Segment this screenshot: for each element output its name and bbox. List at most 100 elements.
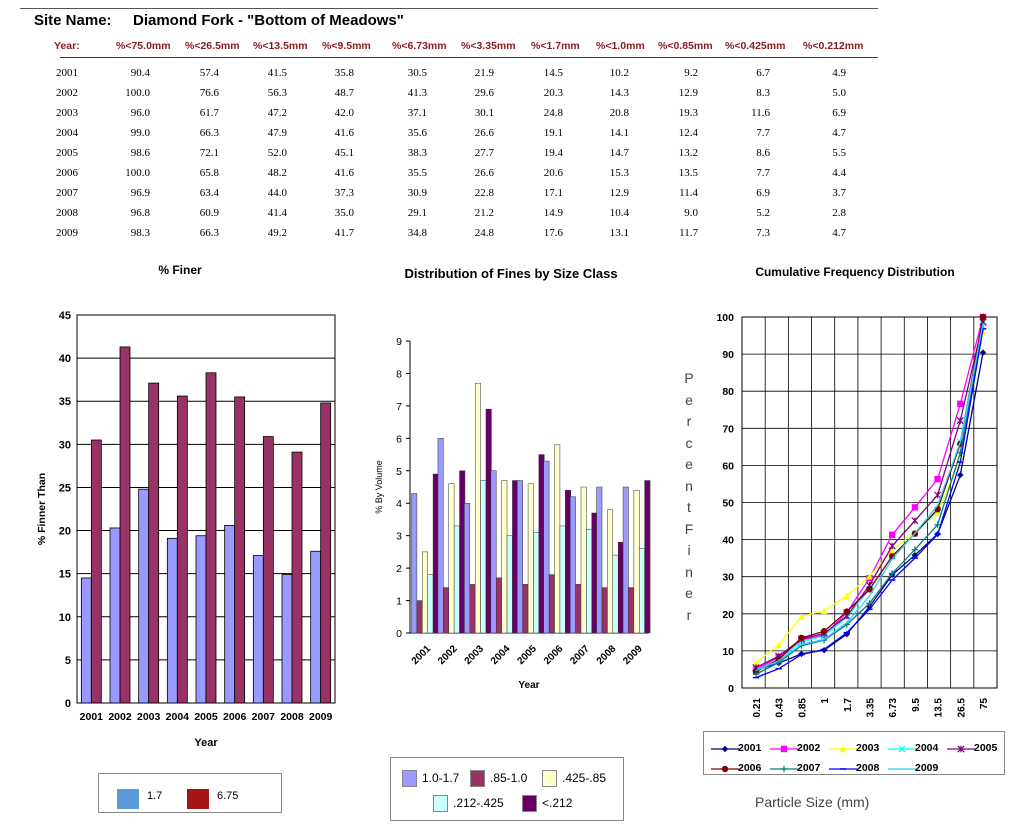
bar-series-0 (464, 502, 471, 634)
y-tick-label: 40 (59, 353, 71, 365)
series-line-2009 (755, 323, 984, 672)
table-cell: 9.2 (684, 67, 698, 79)
table-cell: 10.2 (609, 67, 629, 79)
y-tick-label: 70 (722, 423, 734, 435)
table-cell: 96.8 (130, 207, 150, 219)
legend-line-swatch (770, 745, 798, 753)
bar-series-1 (416, 600, 423, 634)
y-tick-label: 90 (722, 349, 734, 361)
bar-series-3 (612, 554, 619, 634)
top-rule (20, 8, 878, 9)
table-cell: 65.8 (199, 167, 219, 179)
table-cell: 26.6 (474, 167, 494, 179)
x-tick-label: 0.85 (797, 698, 808, 718)
table-header-cell: %<6.73mm (392, 40, 447, 52)
x-tick-label: 2006 (223, 711, 247, 723)
point-2007 (866, 600, 873, 607)
x-tick-label: 2009 (621, 643, 645, 667)
y-tick-label: 8 (396, 368, 402, 380)
table-cell: 35.8 (334, 67, 354, 79)
table-cell: 19.4 (543, 147, 563, 159)
bar-series-3 (427, 574, 434, 634)
x-tick-label: 2003 (137, 711, 161, 723)
legend-swatch (433, 795, 448, 812)
table-cell: 4.7 (832, 227, 846, 239)
y-tick-label: 25 (59, 482, 71, 494)
y-tick-label: 7 (396, 401, 402, 413)
table-cell: 2006 (56, 167, 78, 179)
x-tick-label: 26.5 (956, 698, 967, 718)
table-header-cell: %<9.5mm (322, 40, 371, 52)
x-tick-label: 75 (979, 698, 990, 710)
x-tick-label: 2009 (309, 711, 333, 723)
y-tick-label: 10 (59, 612, 71, 624)
table-cell: 96.9 (130, 187, 150, 199)
y-tick-label: 20 (59, 526, 71, 538)
legend-marker (780, 765, 788, 773)
table-cell: 2009 (56, 227, 78, 239)
bar-series-0 (622, 486, 629, 634)
table-cell: 5.0 (832, 87, 846, 99)
legend-line-swatch (888, 745, 916, 753)
point-2007 (889, 570, 896, 577)
table-header-cell: %<26.5mm (185, 40, 240, 52)
table-cell: 100.0 (125, 87, 150, 99)
x-tick-label: 2008 (280, 711, 304, 723)
y-axis-label-letter: e (685, 456, 693, 472)
bar-series-3 (480, 480, 487, 634)
legend-swatch (542, 770, 557, 787)
y-tick-label: 3 (396, 531, 402, 543)
y-axis-label: % Finner Than (36, 473, 48, 545)
bar-series-4 (538, 454, 545, 634)
y-tick-label: 30 (722, 572, 734, 584)
table-cell: 6.9 (756, 187, 770, 199)
point-2007 (911, 546, 919, 553)
table-cell: 9.0 (684, 207, 698, 219)
bar-6-75 (90, 439, 102, 704)
table-cell: 49.2 (267, 227, 287, 239)
table-cell: 60.9 (199, 207, 219, 219)
bar-series-3 (453, 525, 460, 634)
legend-label: .212-.425 (453, 796, 504, 810)
chart3-cumulative-line-chart: 0 10 20 30 40 50 60 70 80 90 100 0.21 0.43 0.85 1 1.7 3.… (716, 312, 998, 718)
legend-label: 1.0-1.7 (422, 771, 460, 785)
table-cell: 35.0 (334, 207, 354, 219)
table-cell: 7.3 (756, 227, 770, 239)
bar-series-2 (474, 382, 481, 634)
y-axis-label-letter: e (685, 585, 693, 601)
legend-marker (721, 745, 729, 753)
point-2003 (934, 509, 941, 517)
x-tick-label: 9.5 (911, 698, 922, 712)
y-tick-label: 0 (728, 683, 734, 695)
table-cell: 45.1 (334, 147, 354, 159)
y-axis-label-letter: r (686, 413, 692, 429)
bar-series-1 (628, 587, 635, 634)
table-cell: 56.3 (267, 87, 287, 99)
legend-swatch (470, 770, 485, 787)
x-tick-label: 2007 (568, 643, 592, 667)
bar-series-1 (601, 587, 608, 634)
table-cell: 98.6 (130, 147, 150, 159)
x-tick-label: 2004 (166, 711, 190, 723)
point-2003 (820, 607, 828, 615)
y-axis-label-letter: r (686, 606, 692, 623)
x-tick-label: 2002 (436, 643, 460, 667)
table-header-rule (60, 57, 878, 58)
table-cell: 2008 (56, 207, 78, 219)
table-cell: 48.7 (334, 87, 354, 99)
bar-1-7 (252, 555, 264, 704)
legend-label-1-7: 1.7 (147, 790, 163, 802)
table-cell: 7.7 (756, 127, 770, 139)
bar-1-7 (166, 537, 178, 704)
chart1-legend: 1.7 6.75 (98, 773, 282, 813)
legend-label: 2008 (856, 762, 880, 774)
y-tick-label: 6 (396, 433, 402, 445)
bar-series-3 (639, 548, 645, 634)
legend-line-swatch (829, 768, 857, 770)
y-tick-label: 0 (65, 698, 71, 710)
x-tick-label: 6.73 (888, 698, 899, 718)
y-tick-label: 45 (59, 310, 71, 322)
table-cell: 13.2 (678, 147, 698, 159)
legend-label: 2003 (856, 742, 880, 754)
